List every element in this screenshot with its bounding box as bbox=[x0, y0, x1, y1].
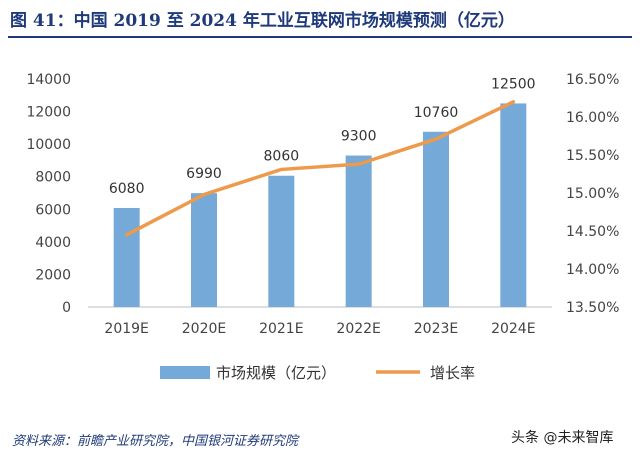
x-tick-label: 2022E bbox=[336, 321, 380, 337]
bar-value-label: 12500 bbox=[491, 76, 536, 92]
y-right-tick-label: 15.50% bbox=[566, 148, 619, 164]
y-left-tick-label: 8000 bbox=[35, 170, 71, 186]
y-left-tick-label: 12000 bbox=[26, 105, 71, 121]
y-left-tick-label: 4000 bbox=[35, 235, 71, 251]
y-left-tick-label: 2000 bbox=[35, 267, 71, 283]
y-right-tick-label: 16.50% bbox=[566, 72, 619, 88]
x-tick-label: 2019E bbox=[104, 321, 148, 337]
source-note: 资料来源：前瞻产业研究院，中国银河证券研究院 bbox=[12, 434, 299, 449]
bar bbox=[423, 131, 449, 307]
x-tick-label: 2024E bbox=[491, 321, 535, 337]
y-left-tick-label: 10000 bbox=[26, 137, 71, 153]
x-tick-label: 2021E bbox=[259, 321, 303, 337]
bar-value-label: 6990 bbox=[186, 166, 222, 182]
y-right-tick-label: 16.00% bbox=[566, 110, 619, 126]
bar-value-label: 10760 bbox=[414, 105, 459, 121]
bar bbox=[500, 103, 527, 307]
bar-value-label: 6080 bbox=[109, 181, 145, 197]
y-right-tick-label: 14.50% bbox=[566, 224, 619, 240]
x-tick-label: 2023E bbox=[414, 321, 458, 337]
growth-rate-line bbox=[124, 100, 516, 237]
bar bbox=[113, 207, 140, 307]
bar bbox=[268, 175, 295, 307]
legend-swatch-bar bbox=[160, 366, 210, 379]
bar-value-label: 8060 bbox=[264, 149, 300, 165]
title-divider bbox=[8, 36, 632, 38]
y-left-tick-label: 14000 bbox=[26, 72, 71, 88]
bar-value-label: 9300 bbox=[341, 129, 377, 145]
watermark-text: 头条 @未来智库 bbox=[511, 430, 614, 446]
y-left-tick-label: 6000 bbox=[35, 202, 71, 218]
y-left-tick-label: 0 bbox=[62, 300, 71, 316]
x-tick-label: 2020E bbox=[182, 321, 226, 337]
y-right-tick-label: 13.50% bbox=[566, 300, 619, 316]
y-right-tick-label: 15.00% bbox=[566, 186, 619, 202]
figure-title: 图 41：中国 2019 至 2024 年工业互联网市场规模预测（亿元） bbox=[10, 11, 515, 31]
y-right-tick-label: 14.00% bbox=[566, 262, 619, 278]
watermark: 头条 @未来智库 bbox=[511, 427, 613, 447]
legend-label-line: 增长率 bbox=[430, 364, 475, 382]
legend-label-bar: 市场规模（亿元） bbox=[216, 364, 336, 382]
bar bbox=[191, 193, 217, 307]
bar bbox=[345, 155, 372, 307]
